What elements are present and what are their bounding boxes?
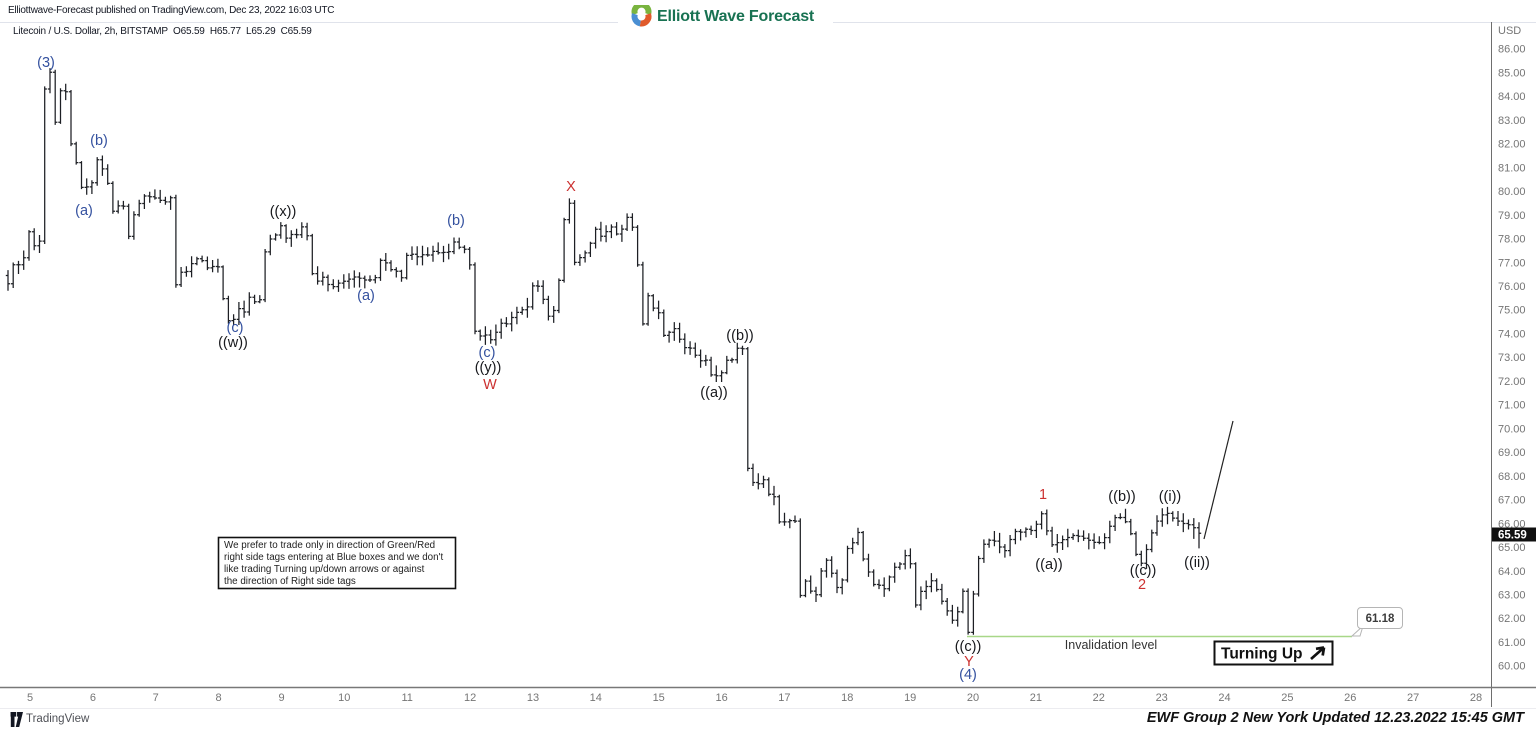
svg-text:77.00: 77.00 [1498,257,1526,269]
svg-text:(a): (a) [357,288,375,304]
svg-text:65.59: 65.59 [1498,530,1527,542]
svg-text:(c): (c) [227,320,244,336]
svg-text:82.00: 82.00 [1498,139,1526,151]
svg-text:76.00: 76.00 [1498,281,1526,293]
svg-text:the direction of Right side ta: the direction of Right side tags [224,576,356,587]
svg-text:(4): (4) [959,667,977,683]
svg-text:USD: USD [1498,25,1521,37]
svg-text:74.00: 74.00 [1498,329,1526,341]
svg-text:71.00: 71.00 [1498,400,1526,412]
svg-text:W: W [483,377,497,393]
svg-text:21: 21 [1030,692,1042,704]
svg-text:60.00: 60.00 [1498,661,1526,673]
svg-text:70.00: 70.00 [1498,423,1526,435]
svg-text:20: 20 [967,692,979,704]
svg-text:X: X [566,179,576,195]
svg-text:((a)): ((a)) [700,385,727,401]
svg-text:16: 16 [715,692,727,704]
svg-text:23: 23 [1156,692,1168,704]
svg-text:((w)): ((w)) [218,335,248,351]
svg-text:14: 14 [590,692,602,704]
svg-text:18: 18 [841,692,853,704]
svg-text:((ii)): ((ii)) [1184,555,1210,571]
svg-text:81.00: 81.00 [1498,162,1526,174]
svg-text:((c)): ((c)) [1130,563,1157,579]
svg-text:12: 12 [464,692,476,704]
svg-text:69.00: 69.00 [1498,447,1526,459]
svg-text:7: 7 [153,692,159,704]
svg-text:6: 6 [90,692,96,704]
svg-text:63.00: 63.00 [1498,590,1526,602]
svg-text:(b): (b) [447,213,465,229]
svg-text:(b): (b) [90,133,108,149]
svg-text:((x)): ((x)) [270,204,297,220]
svg-text:28: 28 [1470,692,1482,704]
svg-text:11: 11 [401,692,412,704]
svg-text:19: 19 [904,692,916,704]
svg-text:((b)): ((b)) [1108,489,1135,505]
svg-text:73.00: 73.00 [1498,352,1526,364]
svg-text:((b)): ((b)) [726,328,753,344]
svg-text:85.00: 85.00 [1498,67,1526,79]
svg-text:75.00: 75.00 [1498,305,1526,317]
svg-text:13: 13 [527,692,539,704]
svg-text:((a)): ((a)) [1035,557,1062,573]
svg-text:((c)): ((c)) [955,639,982,655]
svg-text:67.00: 67.00 [1498,495,1526,507]
svg-text:Y: Y [964,654,974,670]
svg-text:22: 22 [1093,692,1105,704]
svg-text:80.00: 80.00 [1498,186,1526,198]
svg-text:84.00: 84.00 [1498,91,1526,103]
svg-text:5: 5 [27,692,33,704]
svg-text:2: 2 [1138,577,1146,593]
svg-text:61.00: 61.00 [1498,637,1526,649]
svg-text:(a): (a) [75,203,93,219]
svg-text:61.18: 61.18 [1366,613,1395,625]
svg-text:86.00: 86.00 [1498,44,1526,56]
svg-text:Invalidation level: Invalidation level [1065,638,1157,652]
svg-text:24: 24 [1218,692,1230,704]
svg-text:62.00: 62.00 [1498,613,1526,625]
svg-text:64.00: 64.00 [1498,566,1526,578]
svg-text:65.00: 65.00 [1498,542,1526,554]
svg-text:15: 15 [653,692,665,704]
svg-text:like trading Turning up/down a: like trading Turning up/down arrows or a… [224,564,425,575]
svg-text:(3): (3) [37,55,55,71]
svg-text:((y)): ((y)) [475,360,502,376]
svg-text:8: 8 [216,692,222,704]
svg-text:1: 1 [1039,487,1047,503]
svg-text:26: 26 [1344,692,1356,704]
svg-text:Turning Up: Turning Up [1221,646,1303,663]
svg-text:66.00: 66.00 [1498,518,1526,530]
svg-text:79.00: 79.00 [1498,210,1526,222]
svg-text:78.00: 78.00 [1498,234,1526,246]
svg-text:We prefer to trade only in dir: We prefer to trade only in direction of … [224,540,435,551]
svg-text:10: 10 [338,692,350,704]
svg-text:9: 9 [278,692,284,704]
svg-text:25: 25 [1281,692,1293,704]
svg-text:((i)): ((i)) [1159,489,1182,505]
svg-text:27: 27 [1407,692,1419,704]
svg-text:68.00: 68.00 [1498,471,1526,483]
svg-text:right side tags entering at Bl: right side tags entering at Blue boxes a… [224,552,443,563]
svg-text:17: 17 [778,692,790,704]
svg-text:(c): (c) [479,345,496,361]
svg-text:72.00: 72.00 [1498,376,1526,388]
svg-text:83.00: 83.00 [1498,115,1526,127]
